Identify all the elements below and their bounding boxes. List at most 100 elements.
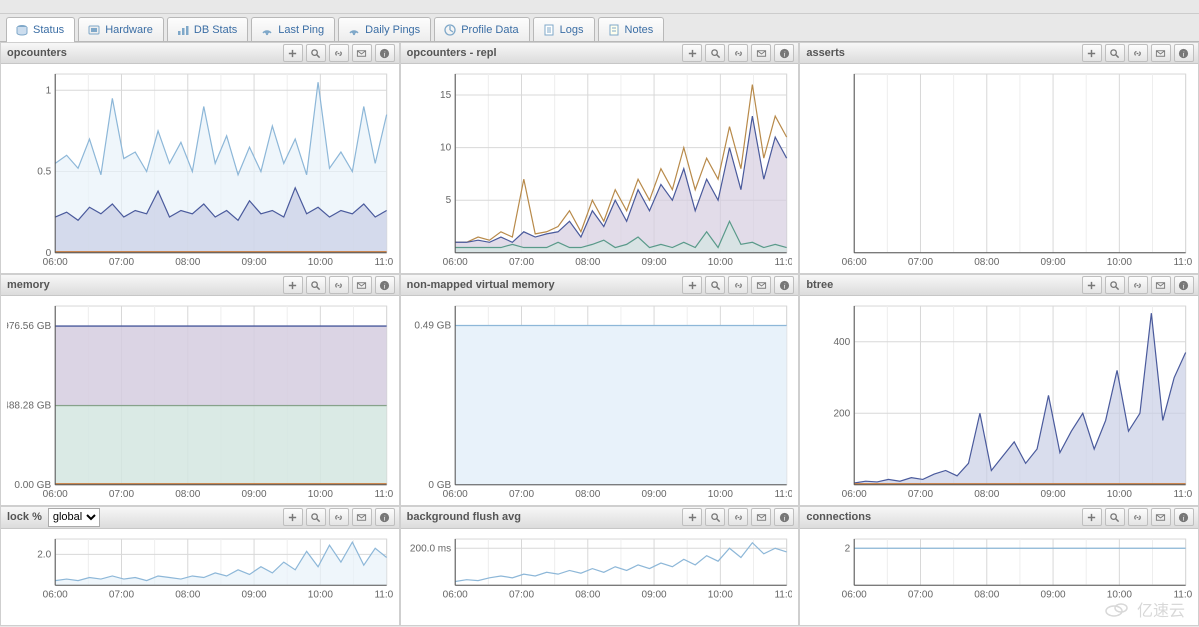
svg-text:10:00: 10:00 bbox=[308, 257, 334, 268]
svg-text:200.0 ms: 200.0 ms bbox=[410, 543, 451, 554]
svg-text:0.5: 0.5 bbox=[37, 167, 51, 178]
svg-text:i: i bbox=[384, 49, 386, 58]
panel-header: memory i bbox=[1, 275, 399, 296]
mail-button[interactable] bbox=[352, 44, 372, 62]
mail-button[interactable] bbox=[1151, 44, 1171, 62]
svg-text:09:00: 09:00 bbox=[1041, 589, 1067, 600]
plus-button[interactable] bbox=[682, 44, 702, 62]
mail-button[interactable] bbox=[751, 44, 771, 62]
mail-button[interactable] bbox=[352, 276, 372, 294]
info-button[interactable]: i bbox=[375, 44, 395, 62]
tab-profile-data[interactable]: Profile Data bbox=[434, 17, 529, 41]
plus-button[interactable] bbox=[283, 44, 303, 62]
svg-text:08:00: 08:00 bbox=[975, 589, 1001, 600]
tab-notes[interactable]: Notes bbox=[598, 17, 665, 41]
svg-text:11:00: 11:00 bbox=[774, 257, 792, 268]
link-button[interactable] bbox=[728, 508, 748, 526]
mail-button[interactable] bbox=[352, 508, 372, 526]
info-button[interactable]: i bbox=[1174, 276, 1194, 294]
plus-button[interactable] bbox=[283, 508, 303, 526]
panel-opcounters: opcounters i 06:0007:0008:0009:0010:0011… bbox=[0, 42, 400, 274]
svg-text:11:00: 11:00 bbox=[774, 489, 792, 500]
svg-text:10: 10 bbox=[440, 143, 452, 154]
tab-hardware[interactable]: Hardware bbox=[78, 17, 164, 41]
disk-icon bbox=[15, 23, 29, 37]
link-button[interactable] bbox=[1128, 44, 1148, 62]
link-button[interactable] bbox=[329, 44, 349, 62]
info-button[interactable]: i bbox=[1174, 508, 1194, 526]
link-button[interactable] bbox=[728, 44, 748, 62]
link-button[interactable] bbox=[728, 276, 748, 294]
magnify-button[interactable] bbox=[1105, 276, 1125, 294]
svg-text:976.56 GB: 976.56 GB bbox=[7, 321, 51, 332]
lock-dropdown[interactable]: global bbox=[48, 508, 100, 527]
tab-logs[interactable]: Logs bbox=[533, 17, 595, 41]
mail-button[interactable] bbox=[1151, 508, 1171, 526]
dbstats-icon bbox=[176, 23, 190, 37]
link-button[interactable] bbox=[329, 508, 349, 526]
svg-text:07:00: 07:00 bbox=[509, 257, 535, 268]
plus-button[interactable] bbox=[682, 276, 702, 294]
svg-text:i: i bbox=[1183, 281, 1185, 290]
magnify-button[interactable] bbox=[1105, 44, 1125, 62]
svg-text:11:00: 11:00 bbox=[1174, 257, 1192, 268]
panel-header: opcounters - repl i bbox=[401, 43, 799, 64]
svg-text:09:00: 09:00 bbox=[641, 489, 667, 500]
svg-text:i: i bbox=[1183, 513, 1185, 522]
tab-last-ping[interactable]: Last Ping bbox=[251, 17, 335, 41]
svg-text:i: i bbox=[384, 281, 386, 290]
magnify-button[interactable] bbox=[306, 508, 326, 526]
info-button[interactable]: i bbox=[774, 44, 794, 62]
svg-text:08:00: 08:00 bbox=[975, 489, 1001, 500]
svg-text:07:00: 07:00 bbox=[509, 489, 535, 500]
info-button[interactable]: i bbox=[375, 276, 395, 294]
svg-text:11:00: 11:00 bbox=[1174, 489, 1192, 500]
magnify-button[interactable] bbox=[1105, 508, 1125, 526]
panel-toolbar: i bbox=[1082, 276, 1194, 294]
tab-status[interactable]: Status bbox=[6, 17, 75, 42]
magnify-button[interactable] bbox=[306, 276, 326, 294]
svg-text:08:00: 08:00 bbox=[175, 589, 201, 600]
mail-button[interactable] bbox=[751, 508, 771, 526]
profile-icon bbox=[443, 23, 457, 37]
plus-button[interactable] bbox=[1082, 44, 1102, 62]
notes-icon bbox=[607, 23, 621, 37]
svg-text:1: 1 bbox=[46, 85, 52, 96]
plus-button[interactable] bbox=[1082, 276, 1102, 294]
svg-text:10:00: 10:00 bbox=[707, 257, 733, 268]
mail-button[interactable] bbox=[751, 276, 771, 294]
panel-toolbar: i bbox=[1082, 508, 1194, 526]
tab-daily-pings[interactable]: Daily Pings bbox=[338, 17, 431, 41]
panel-title-text: non-mapped virtual memory bbox=[407, 279, 555, 291]
info-button[interactable]: i bbox=[375, 508, 395, 526]
info-button[interactable]: i bbox=[774, 508, 794, 526]
svg-text:5: 5 bbox=[445, 195, 451, 206]
magnify-button[interactable] bbox=[705, 276, 725, 294]
tab-label: Notes bbox=[625, 24, 654, 36]
plus-button[interactable] bbox=[1082, 508, 1102, 526]
svg-text:09:00: 09:00 bbox=[641, 589, 667, 600]
panel-memory: memory i 06:0007:0008:0009:0010:0011:000… bbox=[0, 274, 400, 506]
link-button[interactable] bbox=[329, 276, 349, 294]
mail-button[interactable] bbox=[1151, 276, 1171, 294]
magnify-button[interactable] bbox=[705, 508, 725, 526]
chart-area: 06:0007:0008:0009:0010:0011:00 bbox=[800, 64, 1198, 273]
svg-text:11:00: 11:00 bbox=[374, 489, 392, 500]
plus-button[interactable] bbox=[283, 276, 303, 294]
magnify-button[interactable] bbox=[705, 44, 725, 62]
chart-area: 06:0007:0008:0009:0010:0011:000.00 GB488… bbox=[1, 296, 399, 505]
link-button[interactable] bbox=[1128, 276, 1148, 294]
logs-icon bbox=[542, 23, 556, 37]
tab-db-stats[interactable]: DB Stats bbox=[167, 17, 248, 41]
info-button[interactable]: i bbox=[1174, 44, 1194, 62]
svg-text:07:00: 07:00 bbox=[109, 257, 135, 268]
plus-button[interactable] bbox=[682, 508, 702, 526]
magnify-button[interactable] bbox=[306, 44, 326, 62]
panel-toolbar: i bbox=[1082, 44, 1194, 62]
svg-text:11:00: 11:00 bbox=[1174, 589, 1192, 600]
info-button[interactable]: i bbox=[774, 276, 794, 294]
svg-text:i: i bbox=[1183, 49, 1185, 58]
svg-text:i: i bbox=[783, 513, 785, 522]
link-button[interactable] bbox=[1128, 508, 1148, 526]
panel-header: btree i bbox=[800, 275, 1198, 296]
